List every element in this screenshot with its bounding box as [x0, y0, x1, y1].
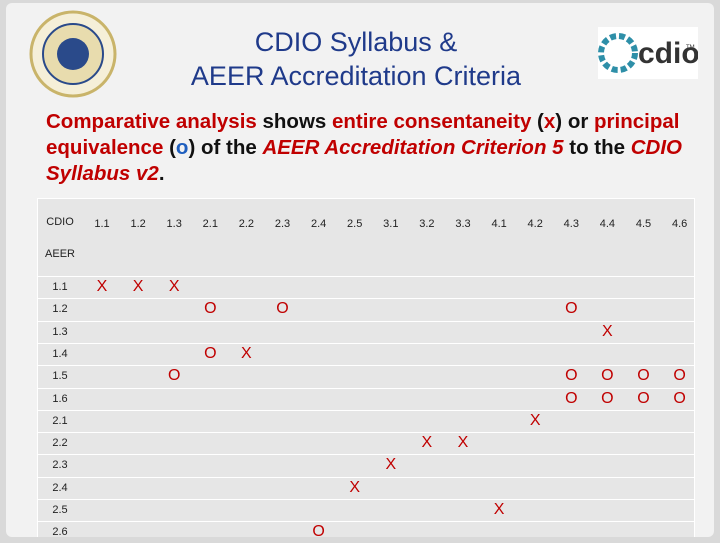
row-header: 2.6: [52, 526, 68, 537]
row-divider: [38, 387, 694, 389]
intro-segment: AEER Accreditation Criterion 5: [262, 136, 564, 159]
cell-mark: O: [204, 300, 217, 318]
column-header: 4.2: [527, 218, 543, 230]
title-line: AEER Accreditation Criteria: [190, 61, 522, 91]
intro-segment: (: [531, 110, 544, 133]
university-logo: [29, 10, 117, 98]
row-axis-label: AEER: [45, 248, 75, 260]
cell-mark: O: [673, 367, 686, 385]
column-header: 2.2: [238, 218, 255, 230]
title-line: CDIO Syllabus &: [254, 27, 458, 57]
row-divider: [38, 320, 694, 322]
cell-mark: O: [276, 300, 289, 318]
column-header: 4.3: [563, 218, 579, 230]
column-header: 4.5: [635, 218, 652, 230]
logo-mark: TM: [686, 45, 695, 51]
row-divider: [38, 454, 694, 456]
cell-mark: X: [457, 434, 469, 452]
column-header: 2.1: [202, 218, 218, 230]
row-header: 2.2: [52, 437, 68, 450]
intro-segment: Comparative analysis: [46, 110, 257, 133]
cell-mark: X: [602, 322, 613, 340]
column-header: 2.4: [310, 218, 327, 230]
intro-segment: ) or: [555, 110, 595, 133]
row-divider: [38, 432, 694, 434]
row-divider: [38, 476, 694, 478]
cell-mark: X: [421, 434, 433, 452]
cell-mark: X: [349, 478, 361, 496]
row-divider: [38, 521, 694, 523]
column-header: 2.3: [274, 218, 291, 230]
cell-mark: X: [241, 344, 252, 362]
cell-mark: X: [493, 501, 505, 518]
cell-mark: X: [529, 411, 541, 429]
intro-segment: shows: [256, 110, 332, 133]
comparison-table: CDIO AEER 1.1 1.2 1.3 2.1 2.2 2.3 2.4 2.5 3.1 3.2 3.…: [37, 198, 695, 537]
row-header: 2.3: [52, 459, 68, 472]
cell-mark: O: [312, 523, 325, 537]
row-divider: [38, 342, 694, 344]
intro-text: Comparative analysis shows entire consen…: [46, 109, 686, 187]
intro-segment: (: [163, 136, 176, 159]
column-header: 4.1: [491, 218, 507, 230]
intro-segment: .: [158, 162, 165, 185]
intro-segment: principal equivalence: [46, 110, 680, 159]
column-header: 3.1: [383, 218, 399, 230]
intro-segment: entire consentaneity: [331, 110, 532, 133]
intro-segment: to the: [563, 136, 631, 159]
intro-segment: ) of the: [188, 136, 263, 159]
row-header: 1.4: [52, 347, 68, 360]
cell-mark: O: [601, 389, 614, 407]
row-header: 2.4: [52, 481, 68, 494]
cell-mark: O: [204, 344, 217, 362]
row-header: 1.6: [52, 392, 68, 405]
column-header: 4.6: [671, 218, 688, 230]
cell-mark: O: [565, 367, 578, 385]
row-divider: [38, 499, 694, 500]
cell-mark: X: [168, 278, 180, 295]
column-header: 2.5: [347, 218, 363, 230]
row-header: 2.1: [52, 414, 68, 427]
column-header: 3.3: [455, 218, 471, 230]
cell-mark: O: [637, 389, 650, 407]
column-header: 4.4: [599, 218, 616, 230]
cell-mark: O: [601, 367, 614, 385]
intro-segment: CDIO Syllabus v2: [46, 136, 682, 185]
cell-mark: X: [385, 456, 397, 474]
column-header: 1.2: [130, 218, 146, 230]
intro-segment: x: [543, 110, 556, 133]
slide: CDIO Syllabus & AEER Accreditation Crite…: [6, 3, 714, 537]
row-header: 1.1: [52, 281, 68, 293]
row-header: 2.5: [52, 504, 68, 516]
row-divider: [38, 276, 694, 277]
cell-mark: O: [565, 389, 578, 407]
column-header: 1.3: [166, 218, 182, 230]
row-header: 1.3: [52, 325, 68, 338]
cell-mark: X: [96, 278, 108, 295]
intro-segment: o: [175, 136, 189, 159]
cdio-logo: cdio TM: [598, 27, 698, 79]
row-header: 1.5: [52, 370, 68, 383]
logo-text: cdio: [638, 37, 698, 70]
cell-mark: O: [167, 367, 181, 385]
column-header: 1.1: [94, 218, 110, 230]
corner-label: CDIO: [46, 216, 74, 228]
page: CDIO Syllabus & AEER Accreditation Crite…: [0, 3, 720, 543]
row-divider: [38, 365, 694, 367]
cell-mark: X: [132, 278, 144, 295]
cell-mark: O: [565, 300, 578, 318]
row-divider: [38, 298, 694, 300]
row-divider: [38, 409, 694, 411]
column-header: 3.2: [419, 218, 435, 230]
cell-mark: O: [673, 389, 686, 407]
cell-mark: O: [637, 367, 650, 385]
row-header: 1.2: [52, 303, 68, 316]
